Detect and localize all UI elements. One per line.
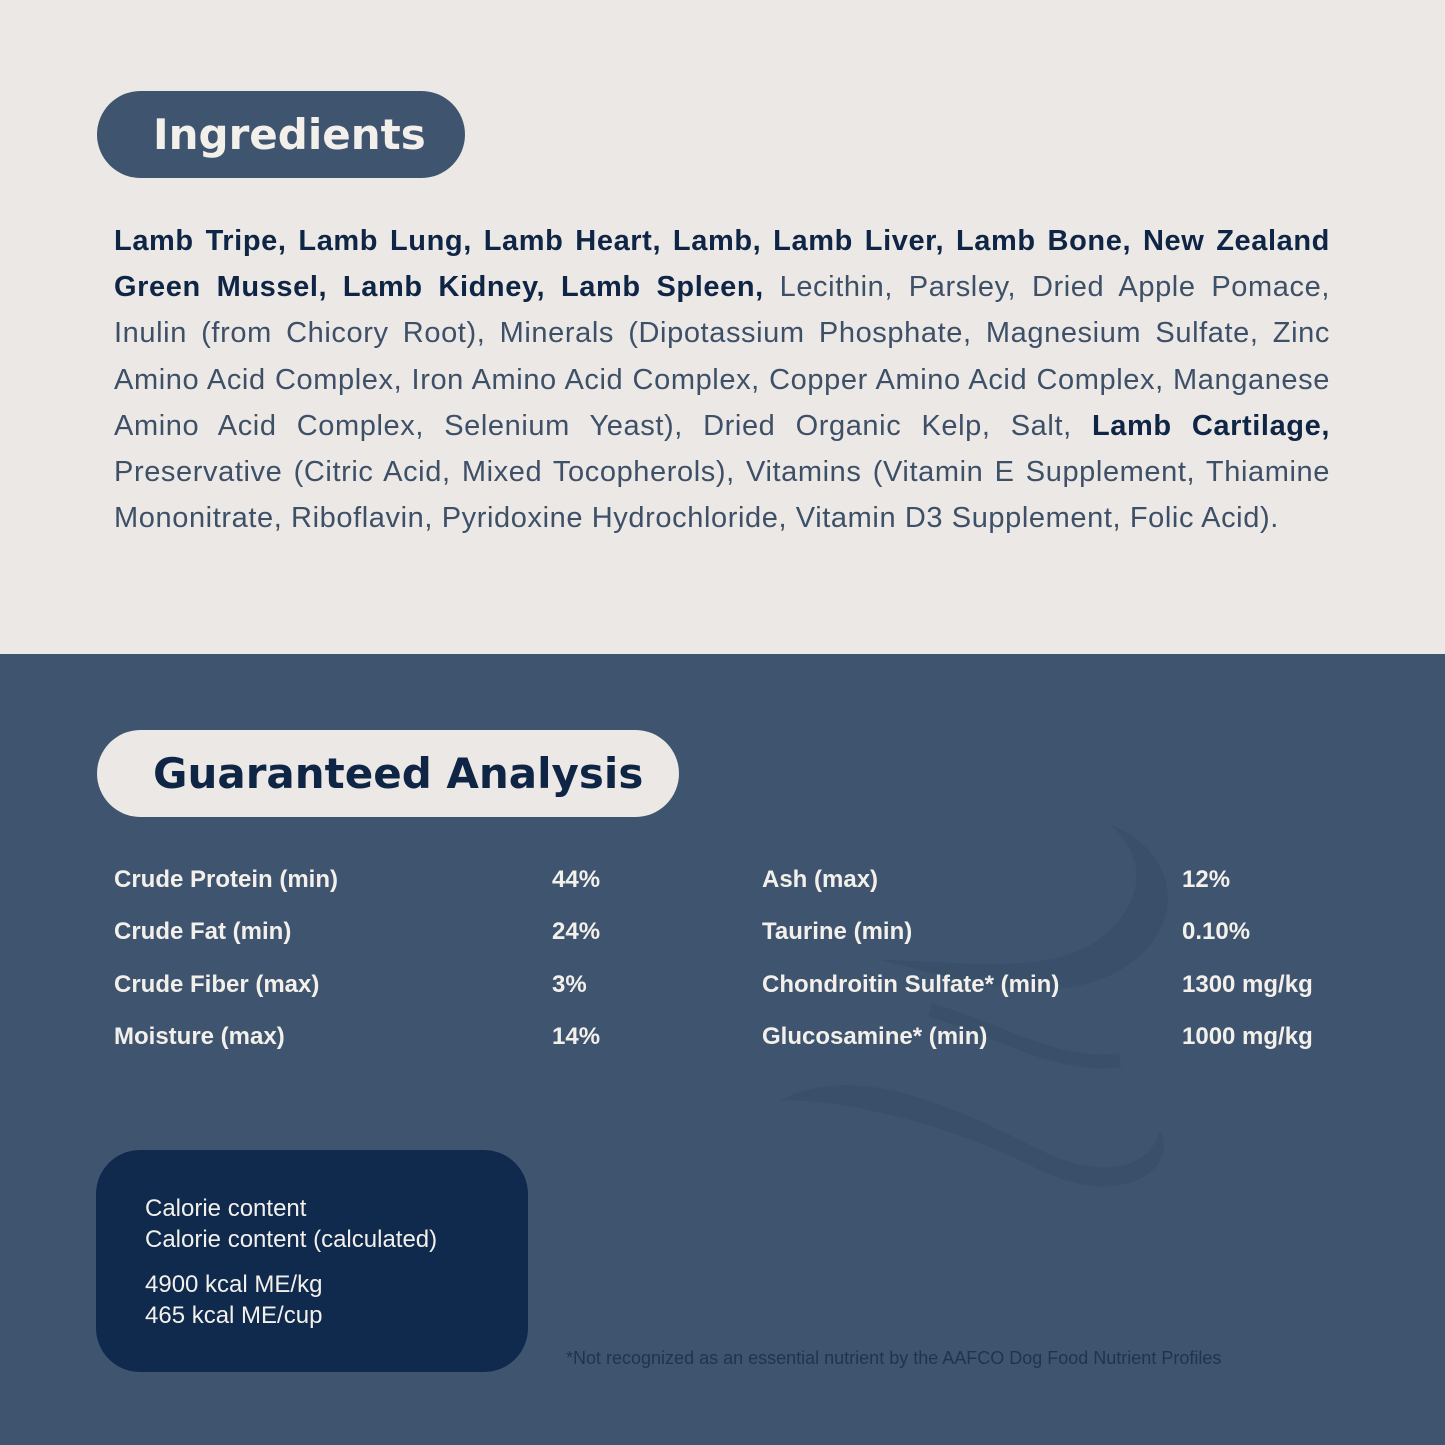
ingredients-list: Lamb Tripe, Lamb Lung, Lamb Heart, Lamb,… (114, 218, 1330, 541)
calorie-box: Calorie content Calorie content (calcula… (96, 1150, 528, 1372)
ingredients-heading: Ingredients (97, 91, 465, 178)
taurine-label: Taurine (min) (762, 918, 913, 945)
wave-icon (780, 825, 1168, 1187)
other-ingredients: Lecithin, Parsley, Dried Apple Pomace, I… (114, 271, 1330, 442)
moisture-value: 14% (552, 1023, 601, 1050)
other-ingredients-2: Preservative (Citric Acid, Mixed Tocophe… (114, 456, 1330, 535)
footnote: *Not recognized as an essential nutrient… (566, 1348, 1222, 1368)
calorie-label: Calorie content (145, 1195, 307, 1222)
protein-value: 44% (552, 866, 601, 893)
ash-label: Ash (max) (762, 866, 879, 893)
glucosamine-label: Glucosamine* (min) (762, 1023, 988, 1050)
key-ingredient-cartilage: Lamb Cartilage, (1091, 409, 1331, 442)
fat-label: Crude Fat (min) (114, 918, 292, 945)
ash-value: 12% (1182, 866, 1231, 893)
calorie-calculated-label: Calorie content (calculated) (145, 1226, 438, 1253)
glucosamine-value: 1000 mg/kg (1182, 1023, 1313, 1050)
fiber-value: 3% (552, 971, 587, 998)
protein-label: Crude Protein (min) (114, 866, 339, 893)
key-ingredients: Lamb Tripe, Lamb Lung, Lamb Heart, Lamb,… (114, 225, 1330, 304)
taurine-value: 0.10% (1182, 918, 1251, 945)
chondroitin-label: Chondroitin Sulfate* (min) (762, 971, 1060, 998)
calorie-per-kg: 4900 kcal ME/kg (145, 1271, 323, 1298)
calorie-per-cup: 465 kcal ME/cup (145, 1302, 323, 1329)
analysis-heading: Guaranteed Analysis (97, 730, 679, 817)
moisture-label: Moisture (max) (114, 1023, 285, 1050)
chondroitin-value: 1300 mg/kg (1182, 971, 1313, 998)
fiber-label: Crude Fiber (max) (114, 971, 320, 998)
fat-value: 24% (552, 918, 601, 945)
